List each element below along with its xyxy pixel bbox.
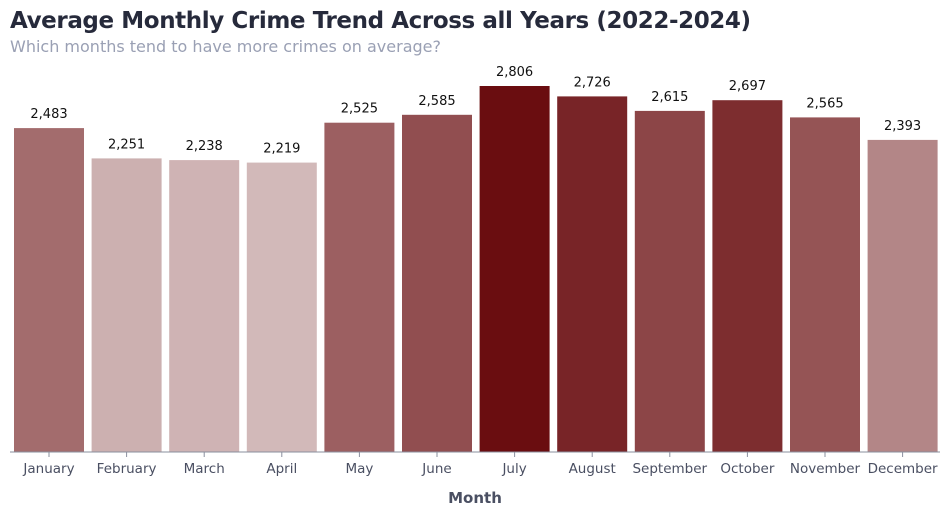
x-tick-label: January <box>22 461 74 477</box>
bar-january <box>14 128 84 452</box>
bar-value-label: 2,525 <box>341 102 378 117</box>
x-tick-label: December <box>868 461 938 477</box>
bar-value-label: 2,238 <box>186 139 223 154</box>
bar-october <box>712 100 783 452</box>
bars-group <box>14 86 938 453</box>
x-ticks-group <box>48 452 904 457</box>
x-tick-label: February <box>97 461 157 477</box>
bar-labels-group: 2,483 2,251 2,238 2,219 2,525 2,585 2,806 2,726… <box>30 65 921 157</box>
bar-march <box>169 160 240 452</box>
bar-september <box>634 110 705 453</box>
x-tick-label: July <box>501 461 526 477</box>
bar-july <box>479 86 550 452</box>
bar-august <box>557 96 628 453</box>
x-tick-label: March <box>184 461 225 477</box>
bar-value-label: 2,697 <box>729 79 766 94</box>
bar-value-label: 2,585 <box>418 94 455 109</box>
bar-november <box>790 117 860 453</box>
bar-december <box>867 139 938 452</box>
bar-value-label: 2,251 <box>108 137 145 152</box>
bar-value-label: 2,219 <box>263 142 300 157</box>
bar-june <box>402 114 472 453</box>
bar-value-label: 2,615 <box>651 90 688 105</box>
x-tick-label: August <box>569 461 616 477</box>
bar-february <box>91 158 162 452</box>
x-tick-label: September <box>632 461 707 477</box>
x-tick-label: November <box>790 461 861 477</box>
bar-may <box>324 122 395 452</box>
chart-title: Average Monthly Crime Trend Across all Y… <box>10 8 751 34</box>
bar-value-label: 2,726 <box>574 75 611 90</box>
x-tick-label: May <box>345 461 373 477</box>
bar-value-label: 2,393 <box>884 119 921 134</box>
bar-value-label: 2,565 <box>806 96 843 111</box>
bar-value-label: 2,483 <box>30 107 67 122</box>
x-tick-labels-group: January February March April May June July Augu… <box>22 461 938 477</box>
bar-april <box>246 162 317 452</box>
x-axis-title: Month <box>448 489 502 507</box>
bar-value-label: 2,806 <box>496 65 533 80</box>
x-tick-label: April <box>266 461 297 477</box>
x-tick-label: June <box>421 461 451 477</box>
x-tick-label: October <box>720 461 774 477</box>
chart-subtitle: Which months tend to have more crimes on… <box>10 37 441 56</box>
